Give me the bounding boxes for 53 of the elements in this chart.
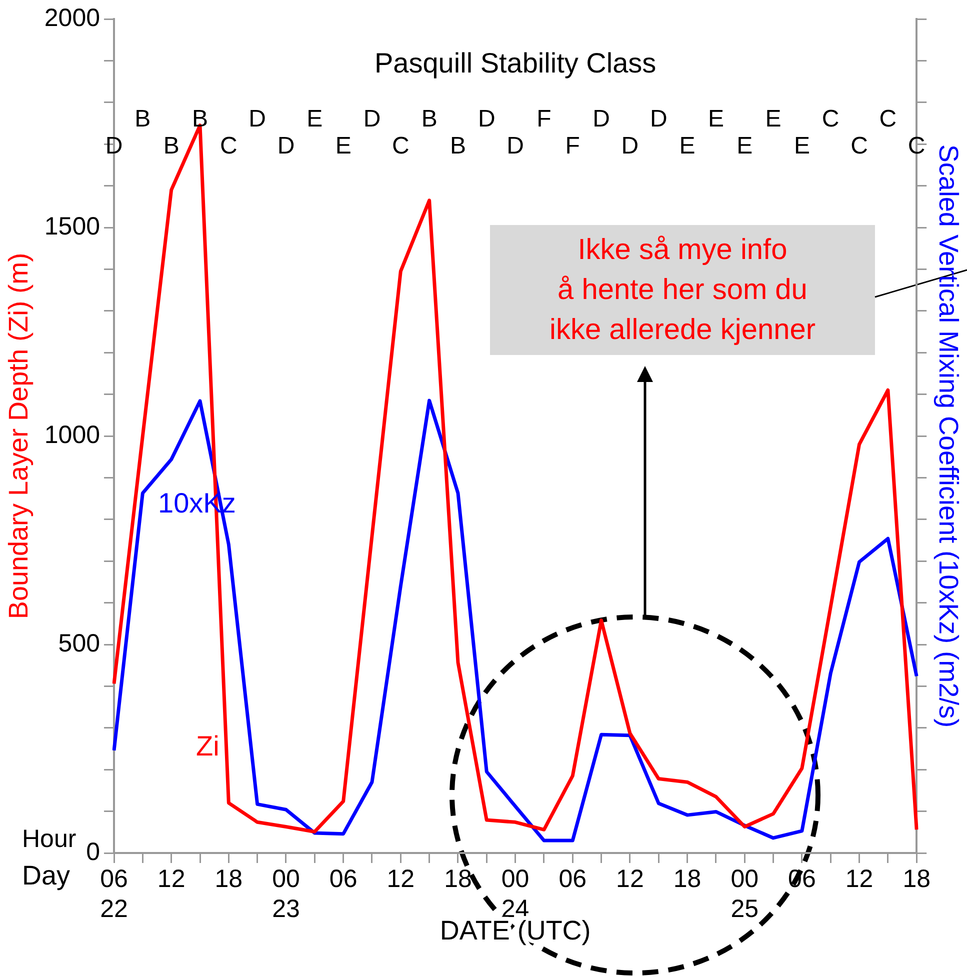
annotation: D bbox=[592, 106, 610, 133]
y-axis-title: Boundary Layer Depth (Zi) (m) bbox=[4, 252, 34, 620]
x-tick-label: 12 bbox=[616, 864, 644, 893]
x-tick-label: 12 bbox=[845, 864, 874, 893]
annotation: B bbox=[450, 132, 466, 160]
y-tick-label: 0 bbox=[86, 838, 100, 866]
text: Hour bbox=[22, 824, 76, 853]
annotation: E bbox=[736, 132, 753, 160]
x-tick-label: 06 22 bbox=[100, 864, 128, 923]
annotation: D bbox=[277, 132, 295, 160]
annotation: E bbox=[708, 106, 724, 133]
y-tick-label: 1500 bbox=[44, 212, 100, 240]
annotation: D bbox=[105, 132, 123, 160]
x-tick-label: 00 25 bbox=[730, 864, 759, 923]
x-tick-label: 18 bbox=[673, 864, 702, 893]
annotation: E bbox=[306, 106, 323, 133]
y-tick-label: 500 bbox=[58, 629, 100, 658]
annotation: E bbox=[794, 132, 810, 160]
y-tick-label: 1000 bbox=[44, 420, 100, 449]
annotation: D bbox=[650, 106, 668, 133]
x-tick-label: 12 bbox=[157, 864, 186, 893]
text: Day bbox=[22, 860, 71, 890]
annotation: Pasquill Stability Class bbox=[374, 48, 656, 79]
annotation: E bbox=[765, 106, 782, 133]
annotation: C bbox=[392, 132, 410, 160]
annotation: B bbox=[192, 106, 208, 133]
x-tick-label: 18 bbox=[444, 864, 472, 893]
x-tick-label: 06 bbox=[558, 864, 587, 893]
annotation: D bbox=[248, 106, 266, 133]
annotation: B bbox=[163, 132, 180, 160]
annotation: C bbox=[220, 132, 238, 160]
annotation: D bbox=[621, 132, 639, 160]
x-tick-label: 18 bbox=[902, 864, 931, 893]
x-tick-label: 00 23 bbox=[272, 864, 300, 923]
annotation: D bbox=[363, 106, 381, 133]
annotation: C bbox=[879, 106, 897, 133]
annotation: E bbox=[679, 132, 696, 160]
annotation: D bbox=[506, 132, 524, 160]
x-tick-label: 12 bbox=[386, 864, 415, 893]
annotation: E bbox=[335, 132, 352, 160]
annotation: D bbox=[478, 106, 496, 133]
series-label: Zi bbox=[196, 730, 220, 762]
annotation: B bbox=[421, 106, 438, 133]
annotation: B bbox=[134, 106, 151, 133]
y-tick-label: 2000 bbox=[44, 4, 100, 32]
annotation: C bbox=[908, 132, 926, 160]
annotation: C bbox=[850, 132, 868, 160]
annotation: F bbox=[536, 106, 552, 133]
annotation: C bbox=[822, 106, 840, 133]
x-tick-label: 06 bbox=[329, 864, 358, 893]
annotation: F bbox=[565, 132, 580, 160]
y2-axis-title: Scaled Vertical Mixing Coefficient (10xKz) (m2/s) bbox=[933, 144, 964, 728]
x-tick-label: 18 bbox=[214, 864, 243, 893]
